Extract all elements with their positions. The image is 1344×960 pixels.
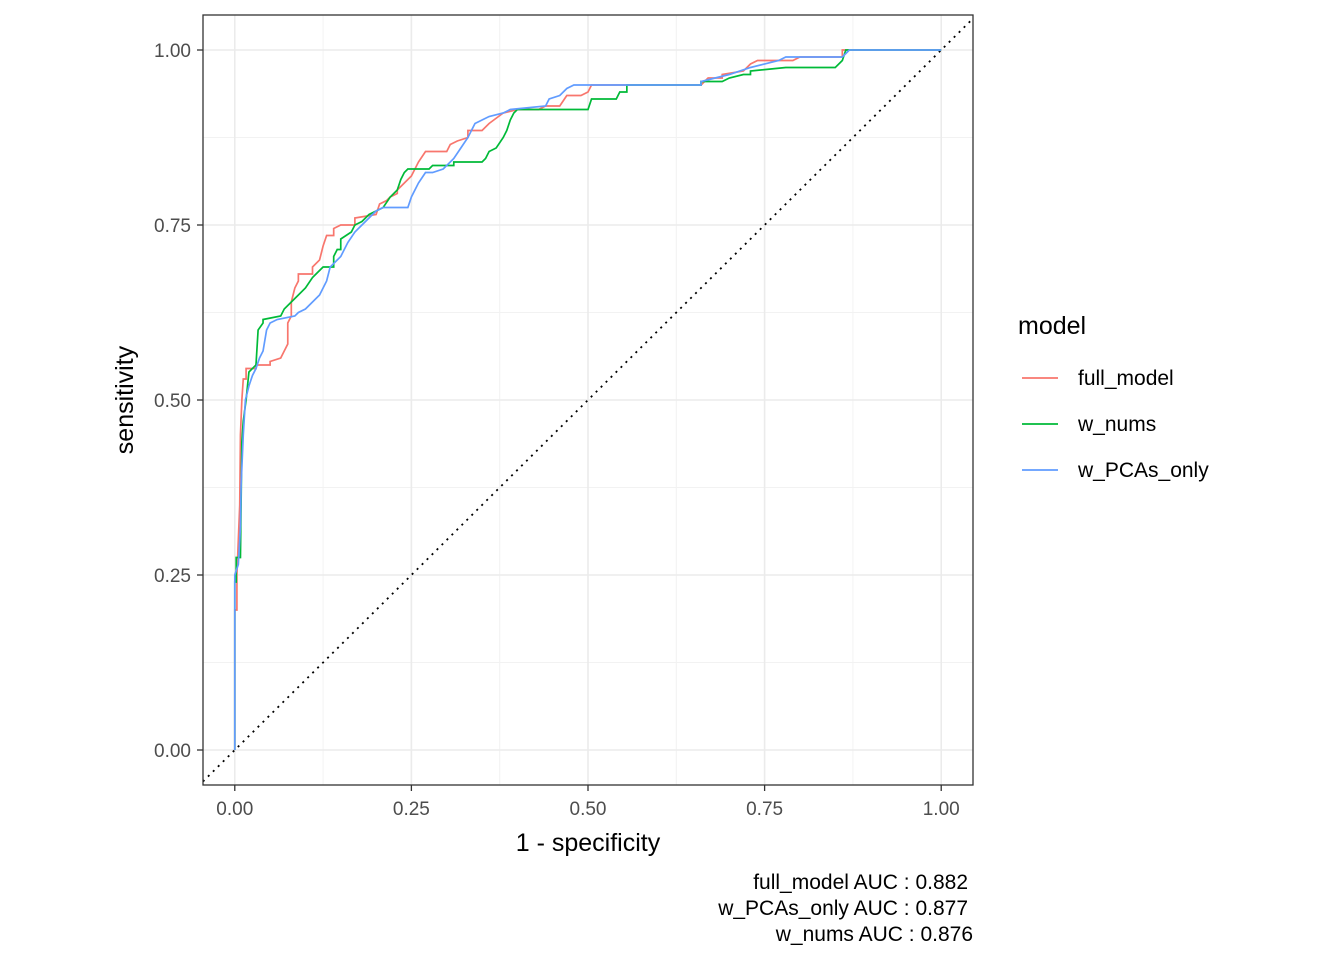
x-tick-label: 0.50 [570, 799, 607, 820]
y-tick-label: 0.25 [154, 566, 191, 587]
y-tick-label: 0.00 [154, 741, 191, 762]
legend-items: full_model w_nums w_PCAs_only [1022, 367, 1209, 482]
x-tick-label: 0.00 [216, 799, 253, 820]
x-axis-title: 1 - specificity [516, 829, 661, 857]
x-tick-label: 0.25 [393, 799, 430, 820]
y-tick-label: 1.00 [154, 41, 191, 62]
auc-line-1: full_model AUC : 0.882 [753, 871, 968, 894]
legend-label-w-nums: w_nums [1077, 413, 1156, 436]
legend-label-full-model: full_model [1078, 367, 1174, 390]
reference-diagonal [202, 17, 974, 783]
reference-diagonal-line [202, 17, 974, 783]
y-tick-label: 0.50 [154, 391, 191, 412]
x-tick-label: 1.00 [923, 799, 960, 820]
legend-label-w-PCAs-only: w_PCAs_only [1077, 459, 1209, 482]
grid-major [203, 15, 973, 785]
legend: model full_model w_nums w_PCAs_only [1018, 312, 1209, 482]
auc-line-3: w_nums AUC : 0.876 [775, 923, 973, 946]
x-tick-label: 0.75 [746, 799, 783, 820]
y-tick-label: 0.75 [154, 216, 191, 237]
auc-caption: full_model AUC : 0.882 w_PCAs_only AUC :… [717, 871, 973, 946]
x-axis-ticks: 0.00 0.25 0.50 0.75 1.00 [216, 785, 960, 820]
y-axis-title: sensitivity [111, 345, 139, 454]
series-line-w-PCAs-only [233, 49, 942, 750]
y-axis-ticks: 0.00 0.25 0.50 0.75 1.00 [154, 41, 203, 762]
roc-curves [233, 49, 942, 750]
auc-line-2: w_PCAs_only AUC : 0.877 [717, 897, 968, 920]
legend-title: model [1018, 312, 1086, 340]
